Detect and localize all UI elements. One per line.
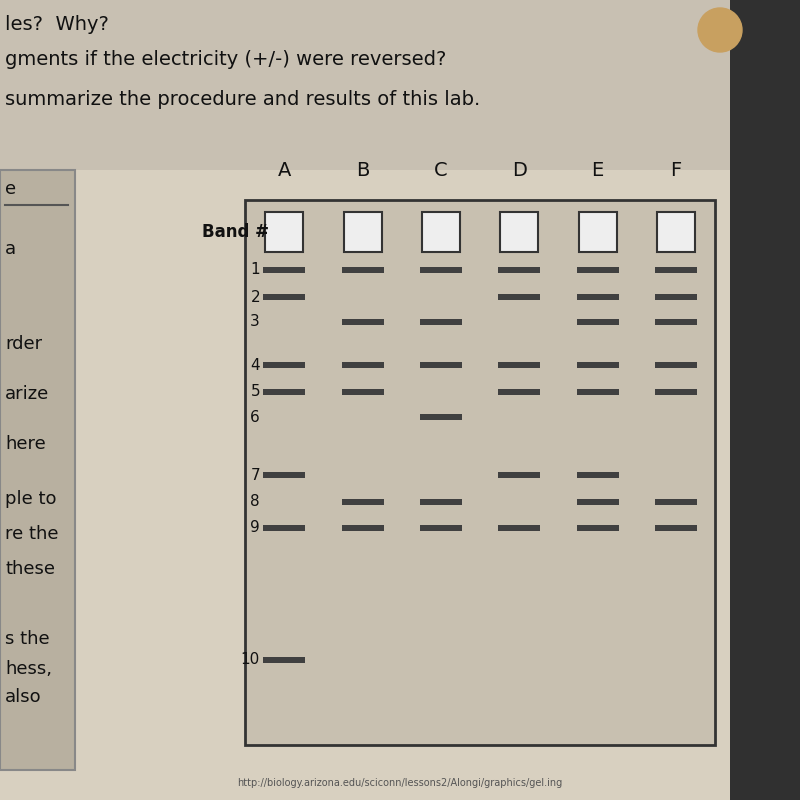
Text: B: B bbox=[356, 161, 369, 180]
Bar bbox=[655, 319, 697, 325]
Bar bbox=[577, 294, 618, 300]
Text: 7: 7 bbox=[250, 467, 260, 482]
Bar bbox=[263, 267, 305, 273]
Bar bbox=[577, 267, 618, 273]
Text: a: a bbox=[5, 240, 16, 258]
Bar bbox=[577, 362, 618, 368]
Bar bbox=[498, 389, 540, 395]
Text: Band #: Band # bbox=[202, 223, 269, 241]
Bar bbox=[263, 294, 305, 300]
Bar bbox=[655, 525, 697, 531]
Bar bbox=[0, 170, 75, 770]
Bar bbox=[498, 267, 540, 273]
Bar bbox=[577, 319, 618, 325]
Bar bbox=[420, 267, 462, 273]
Text: 9: 9 bbox=[250, 521, 260, 535]
Bar bbox=[730, 0, 800, 800]
Bar bbox=[577, 499, 618, 505]
Bar bbox=[655, 267, 697, 273]
Text: D: D bbox=[512, 161, 526, 180]
Circle shape bbox=[698, 8, 742, 52]
Text: 4: 4 bbox=[250, 358, 260, 373]
Text: 1: 1 bbox=[250, 262, 260, 278]
Text: E: E bbox=[591, 161, 604, 180]
Bar bbox=[0, 0, 730, 170]
Bar bbox=[245, 200, 715, 745]
Bar bbox=[263, 362, 305, 368]
Text: 6: 6 bbox=[250, 410, 260, 425]
Bar bbox=[420, 499, 462, 505]
Bar bbox=[342, 319, 383, 325]
Bar bbox=[577, 472, 618, 478]
Bar bbox=[420, 525, 462, 531]
Bar bbox=[498, 294, 540, 300]
Bar bbox=[342, 267, 383, 273]
Bar bbox=[342, 389, 383, 395]
Bar bbox=[343, 212, 382, 252]
Text: F: F bbox=[670, 161, 682, 180]
Bar bbox=[577, 525, 618, 531]
Bar bbox=[578, 212, 617, 252]
Bar bbox=[263, 525, 305, 531]
Bar bbox=[420, 414, 462, 420]
Bar bbox=[265, 212, 303, 252]
Bar bbox=[498, 525, 540, 531]
Text: 3: 3 bbox=[250, 314, 260, 330]
Bar bbox=[498, 362, 540, 368]
Text: hess,: hess, bbox=[5, 660, 52, 678]
Text: http://biology.arizona.edu/sciconn/lessons2/Alongi/graphics/gel.ing: http://biology.arizona.edu/sciconn/lesso… bbox=[238, 778, 562, 788]
Bar bbox=[342, 525, 383, 531]
Text: 8: 8 bbox=[250, 494, 260, 510]
Bar bbox=[420, 362, 462, 368]
Text: C: C bbox=[434, 161, 448, 180]
Bar bbox=[420, 319, 462, 325]
Text: here: here bbox=[5, 435, 46, 453]
Text: les?  Why?: les? Why? bbox=[5, 15, 109, 34]
Bar bbox=[657, 212, 695, 252]
Bar bbox=[342, 362, 383, 368]
Bar bbox=[263, 389, 305, 395]
Text: 2: 2 bbox=[250, 290, 260, 305]
Bar bbox=[655, 362, 697, 368]
Text: re the: re the bbox=[5, 525, 58, 543]
Text: e: e bbox=[5, 180, 16, 198]
Text: summarize the procedure and results of this lab.: summarize the procedure and results of t… bbox=[5, 90, 480, 109]
Text: ple to: ple to bbox=[5, 490, 57, 508]
Text: 5: 5 bbox=[250, 385, 260, 399]
Text: 10: 10 bbox=[241, 653, 260, 667]
Bar bbox=[422, 212, 460, 252]
Bar bbox=[655, 389, 697, 395]
Text: also: also bbox=[5, 688, 42, 706]
Bar bbox=[263, 657, 305, 663]
Text: gments if the electricity (+/-) were reversed?: gments if the electricity (+/-) were rev… bbox=[5, 50, 446, 69]
Text: arize: arize bbox=[5, 385, 50, 403]
Bar bbox=[263, 472, 305, 478]
Text: rder: rder bbox=[5, 335, 42, 353]
Bar bbox=[655, 294, 697, 300]
Text: s the: s the bbox=[5, 630, 50, 648]
Bar bbox=[655, 499, 697, 505]
Bar bbox=[577, 389, 618, 395]
Bar bbox=[500, 212, 538, 252]
Bar bbox=[342, 499, 383, 505]
Text: A: A bbox=[278, 161, 291, 180]
Bar bbox=[498, 472, 540, 478]
Text: these: these bbox=[5, 560, 55, 578]
